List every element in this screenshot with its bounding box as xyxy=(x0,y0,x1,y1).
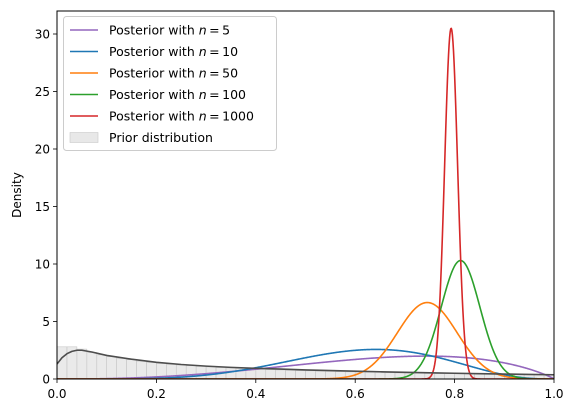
legend-label: Prior distribution xyxy=(109,130,213,145)
prior-hist-bar xyxy=(255,368,267,379)
prior-histogram xyxy=(57,346,554,379)
prior-hist-bar xyxy=(315,370,326,379)
prior-hist-bar xyxy=(305,370,316,379)
y-axis-label: Density xyxy=(10,172,24,218)
series-line xyxy=(57,355,554,379)
legend-label: Posterior with n = 100 xyxy=(109,87,246,102)
prior-hist-bar xyxy=(126,359,137,379)
prior-hist-bar xyxy=(86,352,98,379)
y-tick-label: 10 xyxy=(35,258,50,272)
x-tick-label: 1.0 xyxy=(544,387,563,401)
x-tick-label: 0.6 xyxy=(346,387,365,401)
prior-hist-bar xyxy=(106,356,117,379)
series-line xyxy=(57,259,554,379)
prior-hist-bar xyxy=(265,369,276,379)
y-tick-label: 20 xyxy=(35,143,50,157)
y-tick-label: 5 xyxy=(42,315,50,329)
y-tick-label: 25 xyxy=(35,85,50,99)
prior-hist-bar xyxy=(195,366,207,379)
prior-hist-bar xyxy=(414,372,426,379)
x-tick-label: 0.4 xyxy=(246,387,265,401)
prior-curve xyxy=(57,349,554,376)
legend-label: Posterior with n = 5 xyxy=(109,23,230,38)
legend-label: Posterior with n = 50 xyxy=(109,66,238,81)
y-tick-label: 0 xyxy=(42,373,50,387)
prior-hist-bar xyxy=(364,372,376,379)
series-line xyxy=(57,27,554,379)
plot-frame xyxy=(56,10,555,380)
x-axis: 0.0 0.2 0.4 0.6 0.8 1.0 xyxy=(47,379,564,401)
prior-hist-bar xyxy=(136,360,147,379)
x-tick-label: 0.8 xyxy=(445,387,464,401)
x-tick-label: 0.2 xyxy=(147,387,166,401)
prior-hist-bar xyxy=(454,373,465,379)
prior-hist-bar xyxy=(295,370,306,379)
prior-hist-bar xyxy=(116,357,127,379)
legend-label: Posterior with n = 10 xyxy=(109,44,238,59)
prior-hist-bar xyxy=(285,369,296,379)
prior-hist-bar xyxy=(434,373,445,379)
legend-label: Posterior with n = 1000 xyxy=(109,109,254,124)
prior-hist-bar xyxy=(225,367,237,379)
legend: Posterior with n = 5 Posterior with n = 1… xyxy=(63,16,277,151)
y-tick-label: 15 xyxy=(35,200,50,214)
y-tick-label: 30 xyxy=(35,28,50,42)
prior-hist-bar xyxy=(444,373,455,379)
y-axis: 0 5 10 15 20 25 30 xyxy=(35,28,57,387)
prior-hist-bar xyxy=(374,372,386,379)
legend-box xyxy=(63,16,277,151)
prior-hist-bar xyxy=(76,348,88,379)
x-tick-label: 0.0 xyxy=(47,387,66,401)
legend-prior-swatch xyxy=(69,132,99,143)
prior-hist-bar xyxy=(96,354,108,379)
prior-hist-bar xyxy=(275,369,286,379)
